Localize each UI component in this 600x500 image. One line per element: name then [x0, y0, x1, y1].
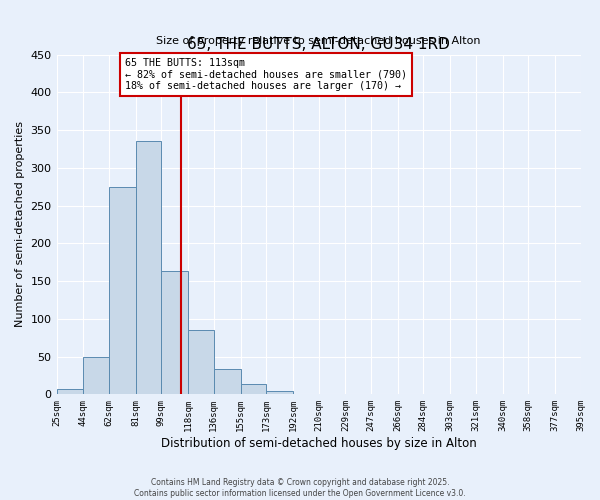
Y-axis label: Number of semi-detached properties: Number of semi-detached properties: [15, 122, 25, 328]
Text: Size of property relative to semi-detached houses in Alton: Size of property relative to semi-detach…: [156, 36, 481, 46]
Bar: [161, 272, 188, 394]
Text: Contains HM Land Registry data © Crown copyright and database right 2025.
Contai: Contains HM Land Registry data © Crown c…: [134, 478, 466, 498]
Bar: [83, 356, 109, 395]
Bar: [109, 186, 136, 394]
Text: 65 THE BUTTS: 113sqm
← 82% of semi-detached houses are smaller (790)
18% of semi: 65 THE BUTTS: 113sqm ← 82% of semi-detac…: [125, 58, 407, 91]
Bar: [136, 142, 161, 394]
Bar: [56, 389, 83, 394]
Bar: [214, 370, 241, 394]
Bar: [266, 390, 293, 394]
Title: 65, THE BUTTS, ALTON, GU34 1RD: 65, THE BUTTS, ALTON, GU34 1RD: [187, 37, 450, 52]
Bar: [241, 384, 266, 394]
X-axis label: Distribution of semi-detached houses by size in Alton: Distribution of semi-detached houses by …: [161, 437, 476, 450]
Bar: [188, 330, 214, 394]
